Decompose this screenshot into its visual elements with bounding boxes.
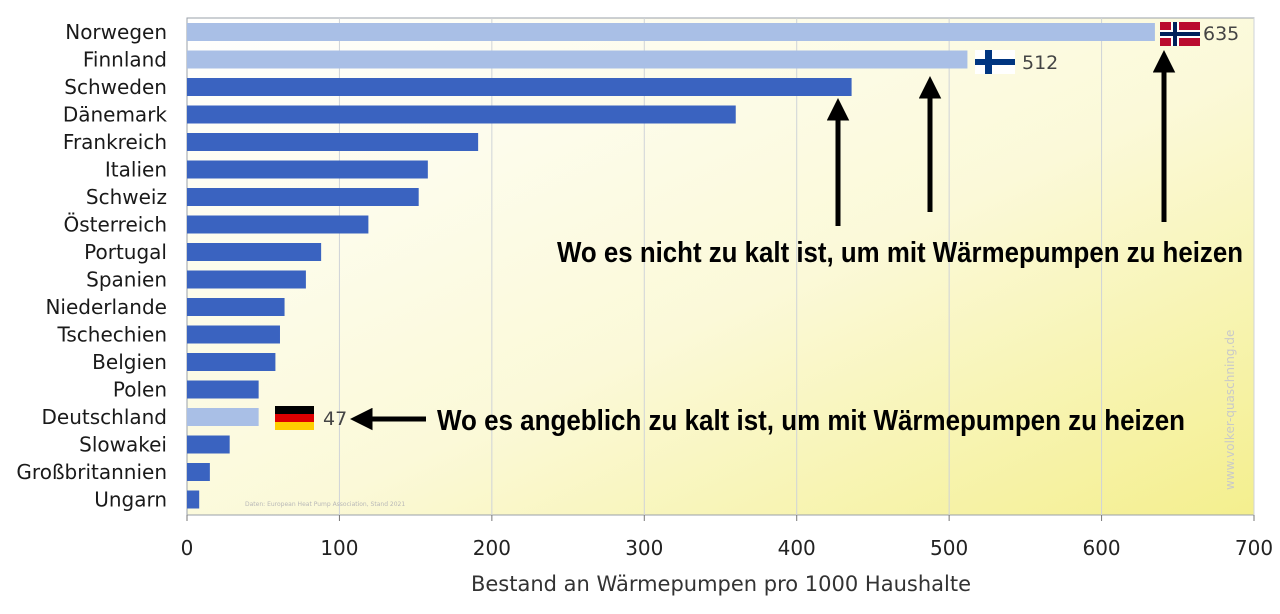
bar-schweiz xyxy=(187,188,419,206)
category-label-grossbritannien: Großbritannien xyxy=(16,460,167,484)
bar-tschechien xyxy=(187,325,280,344)
bars xyxy=(187,23,1155,509)
category-label-tschechien: Tschechien xyxy=(56,323,167,347)
tick-label-700: 700 xyxy=(1235,536,1273,560)
bar-ungarn xyxy=(187,490,200,509)
value-label-finnland: 512 xyxy=(1022,52,1058,74)
bar-polen xyxy=(187,380,259,399)
category-label-frankreich: Frankreich xyxy=(63,130,167,154)
tick-label-500: 500 xyxy=(930,536,968,560)
annotation-arrows xyxy=(350,50,1176,431)
category-label-schweden: Schweden xyxy=(64,75,167,99)
category-label-schweiz: Schweiz xyxy=(86,185,167,209)
bar-spanien xyxy=(187,270,306,289)
bar-schweden xyxy=(187,78,852,96)
bar-norwegen xyxy=(187,23,1155,41)
category-label-slowakei: Slowakei xyxy=(79,433,167,457)
category-label-polen: Polen xyxy=(113,378,167,402)
category-label-belgien: Belgien xyxy=(92,350,167,374)
category-label-norwegen: Norwegen xyxy=(65,20,167,44)
category-label-osterreich: Österreich xyxy=(64,213,168,237)
value-label-norwegen: 635 xyxy=(1203,23,1239,45)
bar-deutschland xyxy=(187,408,259,426)
category-label-deutschland: Deutschland xyxy=(42,405,168,429)
tick-label-600: 600 xyxy=(1082,536,1120,560)
category-label-spanien: Spanien xyxy=(86,268,167,292)
bar-finnland xyxy=(187,50,968,69)
gridlines xyxy=(338,18,1255,515)
finland-flag-icon xyxy=(975,50,1015,74)
bar-belgien xyxy=(187,353,276,371)
annotation-top: Wo es nicht zu kalt ist, um mit Wärmepum… xyxy=(557,237,1243,269)
tick-label-400: 400 xyxy=(778,536,816,560)
bar-osterreich xyxy=(187,215,369,234)
bar-slowakei xyxy=(187,435,230,454)
category-label-niederlande: Niederlande xyxy=(45,295,167,319)
bar-niederlande xyxy=(187,298,285,316)
category-label-ungarn: Ungarn xyxy=(94,488,167,512)
norway-flag-icon xyxy=(1160,22,1200,46)
bar-italien xyxy=(187,160,428,179)
bar-danemark xyxy=(187,105,736,124)
bar-frankreich xyxy=(187,133,479,151)
category-label-portugal: Portugal xyxy=(84,240,167,264)
bar-portugal xyxy=(187,243,322,261)
tick-label-100: 100 xyxy=(320,536,358,560)
source-note: Daten: European Heat Pump Association, S… xyxy=(245,501,405,508)
category-label-italien: Italien xyxy=(105,158,167,182)
category-labels: Norwegen Finnland Schweden Dänemark Frankrei… xyxy=(16,20,167,512)
category-label-danemark: Dänemark xyxy=(63,103,168,127)
category-label-finnland: Finnland xyxy=(83,48,167,72)
watermark: www.volker-quaschning.de xyxy=(1223,330,1237,490)
x-axis-label: Bestand an Wärmepumpen pro 1000 Haushalt… xyxy=(471,572,971,596)
annotation-bottom: Wo es angeblich zu kalt ist, um mit Wärm… xyxy=(437,405,1185,437)
tick-label-300: 300 xyxy=(625,536,663,560)
value-label-deutschland: 47 xyxy=(323,408,347,430)
tick-label-0: 0 xyxy=(181,536,194,560)
plot-background xyxy=(186,17,1255,516)
tick-label-200: 200 xyxy=(473,536,511,560)
germany-flag-icon xyxy=(275,406,314,430)
bar-grossbritannien xyxy=(187,463,210,481)
x-axis-ticks: 0 100 200 300 400 500 600 700 xyxy=(181,515,1273,560)
